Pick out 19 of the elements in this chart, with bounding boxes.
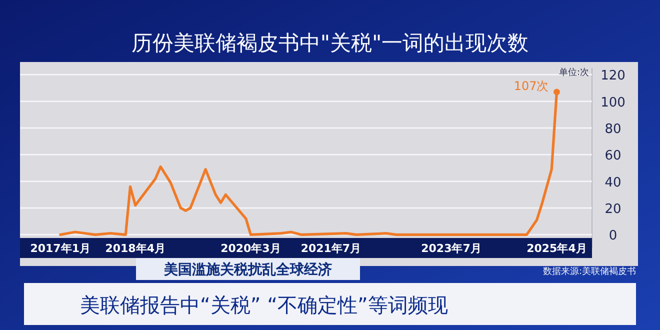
y-tick-label: 20 <box>604 202 622 217</box>
x-tick-label: 2023年7月 <box>421 242 482 255</box>
y-tick-label: 100 <box>600 95 626 110</box>
x-tick-label: 2018年4月 <box>105 242 166 255</box>
y-tick-label: 60 <box>604 148 622 164</box>
text: 美国滥施关税扰乱全球经济 <box>163 261 332 278</box>
x-tick-label: 2025年4月 <box>526 242 587 255</box>
x-tick-label: 2017年1月 <box>30 242 91 255</box>
chart-title: 历份美联储褐皮书中"关税"一词的出现次数 <box>131 31 529 55</box>
y-axis-title: 单位:次 <box>558 67 589 78</box>
y-tick-label: 0 <box>608 228 618 244</box>
source-note: 数据来源:美联储褐皮书 <box>542 266 636 277</box>
y-tick-label: 40 <box>604 175 622 190</box>
y-tick-label: 80 <box>604 122 622 137</box>
x-tick-label: 2020年3月 <box>220 242 281 255</box>
x-tick-label: 2021年7月 <box>300 242 362 255</box>
text: 美联储报告中“关税” “不确定性”等词频现 <box>80 293 448 317</box>
annotation: 107次 <box>514 79 549 93</box>
y-tick-label: 120 <box>600 68 626 84</box>
